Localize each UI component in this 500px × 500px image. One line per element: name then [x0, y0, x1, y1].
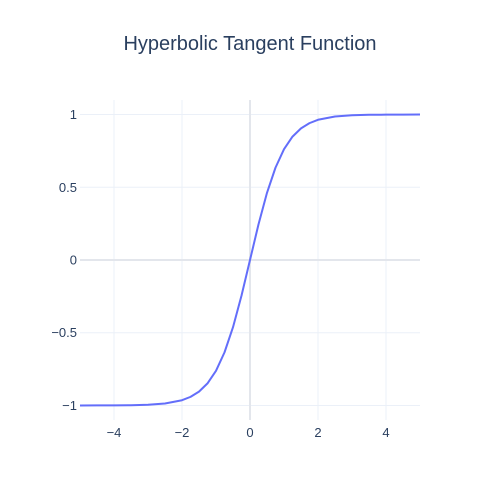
y-tick-label: −0.5 [51, 325, 77, 340]
y-tick-label: −1 [62, 398, 77, 413]
x-tick-label: −2 [175, 425, 190, 440]
plot-area [79, 113, 421, 407]
x-tick-label: 4 [382, 425, 389, 440]
tanh-series-line [79, 113, 421, 407]
y-tick-label: 0 [70, 253, 77, 268]
y-axis-ticks: −1 −0.5 0 0.5 1 [51, 107, 77, 413]
x-tick-label: 2 [314, 425, 321, 440]
x-tick-label: −4 [107, 425, 122, 440]
x-tick-label: 0 [246, 425, 253, 440]
chart-title: Hyperbolic Tangent Function [123, 33, 376, 55]
y-tick-label: 1 [70, 107, 77, 122]
y-tick-label: 0.5 [59, 180, 77, 195]
x-axis-ticks: −4 −2 0 2 4 [107, 425, 390, 440]
